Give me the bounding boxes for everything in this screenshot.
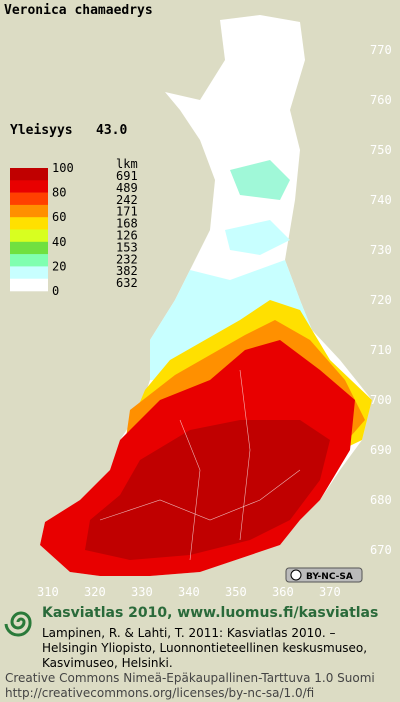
- region-border: [179, 419, 201, 561]
- count-label: 168: [116, 217, 138, 231]
- species-title: Veronica chamaedrys: [4, 3, 153, 18]
- y-grid-label: 770: [370, 43, 392, 57]
- scale-label: 60: [52, 210, 66, 224]
- legend-band: [10, 241, 48, 255]
- legend-band: [10, 254, 48, 267]
- footer-heading: Kasviatlas 2010, www.luomus.fi/kasviatla…: [42, 605, 378, 621]
- y-grid-label: 720: [370, 293, 392, 307]
- x-grid-label: 350: [225, 585, 247, 599]
- region-borders: [99, 109, 301, 561]
- legend-band: [10, 217, 48, 230]
- y-grid-label: 700: [370, 393, 392, 407]
- count-label: 632: [116, 276, 138, 290]
- scale-label: 80: [52, 186, 66, 200]
- count-label: 126: [116, 229, 138, 243]
- frequency-label: Yleisyys: [10, 123, 73, 138]
- license-badge: BY-NC-SA: [306, 572, 353, 582]
- legend-band: [10, 278, 48, 292]
- region-border: [99, 469, 301, 521]
- legend-band: [10, 180, 48, 193]
- map: BY-NC-SA: [40, 15, 372, 583]
- count-label: 382: [116, 264, 138, 278]
- license-line: http://creativecommons.org/licenses/by-n…: [5, 686, 314, 700]
- y-grid-label: 670: [370, 543, 392, 557]
- sparse-zone: [225, 220, 290, 255]
- scale-label: 100: [52, 161, 74, 175]
- y-grid-label: 760: [370, 93, 392, 107]
- region-border: [189, 259, 285, 271]
- scale-label: 40: [52, 235, 66, 249]
- y-grid-label: 710: [370, 343, 392, 357]
- license-badge-box: [285, 567, 363, 583]
- x-grid-label: 370: [319, 585, 341, 599]
- y-grid-label: 680: [370, 493, 392, 507]
- legend-band: [10, 168, 48, 181]
- region-border: [199, 109, 291, 141]
- grid-labels: 770 760 750 740 730 720 710 700 690 680 670 310 320 3…: [37, 43, 392, 599]
- x-grid-label: 320: [84, 585, 106, 599]
- x-grid-label: 310: [37, 585, 59, 599]
- logo-spiral: [4, 611, 32, 637]
- count-header: lkm: [116, 157, 138, 171]
- frequency-value: 43.0: [96, 123, 127, 138]
- count-label: 691: [116, 169, 138, 183]
- logo: [4, 611, 32, 637]
- scale-label: 0: [52, 284, 59, 298]
- y-grid-label: 750: [370, 143, 392, 157]
- sparse-zone: [230, 160, 290, 200]
- legend-band: [10, 229, 48, 243]
- scale-label: 20: [52, 259, 66, 273]
- legend-band: [10, 266, 48, 279]
- license-line: Creative Commons Nimeä-Epäkaupallinen-Ta…: [5, 671, 375, 685]
- license-badge-icon: [290, 569, 302, 581]
- legend: 100 80 60 40 20 0 6914892421711681261532323826…: [10, 161, 138, 298]
- citation-line: Helsingin Yliopisto, Luonnontieteellinen…: [42, 641, 367, 655]
- footer-text: Lampinen, R. & Lahti, T. 2011: Kasviatla…: [5, 626, 375, 700]
- y-grid-label: 740: [370, 193, 392, 207]
- count-label: 489: [116, 181, 138, 195]
- citation-line: Kasvimuseo, Helsinki.: [42, 656, 173, 670]
- citation-line: Lampinen, R. & Lahti, T. 2011: Kasviatla…: [42, 626, 336, 640]
- x-grid-label: 340: [178, 585, 200, 599]
- x-grid-label: 330: [131, 585, 153, 599]
- x-grid-label: 360: [272, 585, 294, 599]
- footer: Kasviatlas 2010, www.luomus.fi/kasviatla…: [4, 605, 378, 700]
- y-grid-label: 730: [370, 243, 392, 257]
- y-grid-label: 690: [370, 443, 392, 457]
- legend-band: [10, 192, 48, 206]
- count-label: 153: [116, 240, 138, 254]
- count-label: 232: [116, 252, 138, 266]
- count-label: 171: [116, 205, 138, 219]
- region-border: [239, 369, 251, 541]
- count-label: 242: [116, 193, 138, 207]
- core-zone: [85, 420, 330, 560]
- legend-band: [10, 204, 48, 218]
